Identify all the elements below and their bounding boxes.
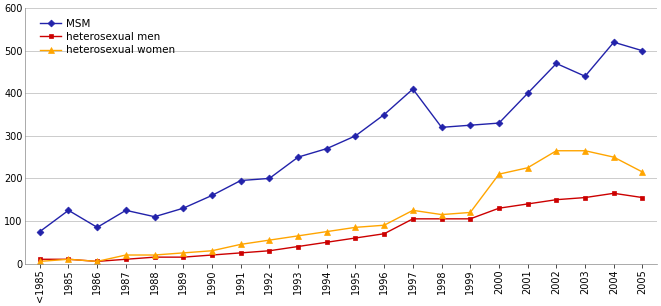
MSM <box>639 49 646 53</box>
heterosexual women <box>639 170 646 174</box>
Line: heterosexual men: heterosexual men <box>38 191 645 264</box>
heterosexual women <box>93 259 101 263</box>
heterosexual men <box>36 257 44 261</box>
heterosexual women <box>610 155 618 159</box>
heterosexual men <box>151 255 159 259</box>
heterosexual women <box>294 234 302 238</box>
MSM <box>409 87 417 91</box>
MSM <box>553 62 561 65</box>
MSM <box>495 121 503 125</box>
heterosexual men <box>237 251 245 255</box>
heterosexual men <box>266 249 274 252</box>
heterosexual women <box>266 238 274 242</box>
MSM <box>581 74 589 78</box>
MSM <box>266 177 274 180</box>
MSM <box>438 125 446 129</box>
heterosexual women <box>524 166 531 170</box>
MSM <box>380 113 388 116</box>
heterosexual women <box>208 249 216 252</box>
heterosexual men <box>466 217 474 221</box>
heterosexual women <box>36 259 44 263</box>
MSM <box>179 206 187 210</box>
MSM <box>208 194 216 197</box>
heterosexual men <box>438 217 446 221</box>
MSM <box>610 40 618 44</box>
heterosexual women <box>409 208 417 212</box>
heterosexual men <box>581 196 589 200</box>
heterosexual men <box>179 255 187 259</box>
heterosexual men <box>352 236 360 240</box>
MSM <box>93 226 101 229</box>
heterosexual men <box>639 196 646 200</box>
MSM <box>294 155 302 159</box>
heterosexual women <box>495 172 503 176</box>
Line: MSM: MSM <box>38 40 645 234</box>
heterosexual men <box>495 206 503 210</box>
heterosexual men <box>553 198 561 202</box>
MSM <box>352 134 360 138</box>
heterosexual women <box>438 213 446 216</box>
Line: heterosexual women: heterosexual women <box>37 148 645 264</box>
MSM <box>65 208 73 212</box>
heterosexual women <box>237 243 245 246</box>
heterosexual women <box>323 230 330 233</box>
MSM <box>466 123 474 127</box>
heterosexual women <box>466 211 474 214</box>
heterosexual women <box>65 257 73 261</box>
heterosexual men <box>610 192 618 195</box>
heterosexual men <box>208 253 216 257</box>
heterosexual men <box>93 259 101 263</box>
MSM <box>36 230 44 233</box>
MSM <box>122 208 130 212</box>
heterosexual women <box>151 253 159 257</box>
heterosexual women <box>553 149 561 153</box>
Legend: MSM, heterosexual men, heterosexual women: MSM, heterosexual men, heterosexual wome… <box>37 16 178 58</box>
heterosexual men <box>323 241 330 244</box>
heterosexual men <box>409 217 417 221</box>
heterosexual women <box>352 226 360 229</box>
heterosexual women <box>179 251 187 255</box>
heterosexual men <box>122 257 130 261</box>
heterosexual men <box>380 232 388 236</box>
heterosexual women <box>122 253 130 257</box>
MSM <box>237 179 245 182</box>
heterosexual men <box>65 257 73 261</box>
MSM <box>323 147 330 151</box>
MSM <box>151 215 159 218</box>
heterosexual women <box>581 149 589 153</box>
heterosexual men <box>524 202 531 206</box>
heterosexual men <box>294 245 302 248</box>
MSM <box>524 91 531 95</box>
heterosexual women <box>380 223 388 227</box>
